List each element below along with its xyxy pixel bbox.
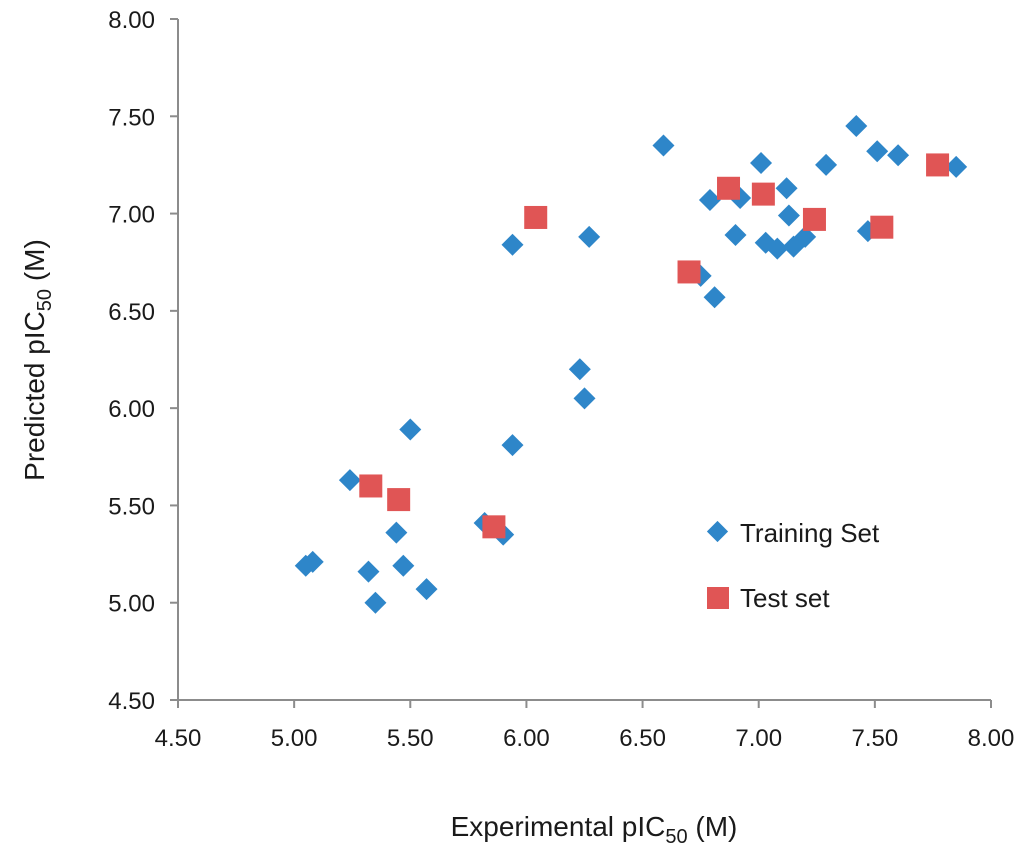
- point-training-set: [845, 115, 868, 138]
- point-training-set: [501, 233, 524, 256]
- point-test-set: [926, 153, 950, 177]
- x-axis-title-suffix: (M): [688, 811, 738, 842]
- y-axis-ticks: 4.50 5.00 5.50 6.00 6.50 7.00 7.50 8.00: [108, 7, 178, 715]
- y-tick-label: 6.50: [108, 299, 155, 326]
- point-training-set: [750, 151, 773, 174]
- x-axis-title-subscript: 50: [665, 826, 687, 848]
- point-training-set: [357, 560, 380, 583]
- y-axis-title: Predicted pIC50 (M): [19, 239, 56, 481]
- point-test-set: [870, 215, 894, 239]
- point-training-set: [775, 177, 798, 200]
- point-test-set: [387, 488, 411, 512]
- point-training-set: [945, 155, 968, 178]
- data-points: [294, 115, 968, 614]
- point-training-set: [815, 153, 838, 176]
- point-training-set: [766, 237, 789, 260]
- point-training-set: [364, 591, 387, 614]
- x-tick-label: 8.00: [968, 725, 1015, 752]
- legend-marker-training-set: [706, 520, 729, 543]
- legend-label-training-set: Training Set: [740, 518, 880, 548]
- point-test-set: [677, 260, 701, 284]
- legend: Training Set Test set: [706, 518, 880, 613]
- point-training-set: [399, 418, 422, 441]
- x-tick-label: 7.00: [735, 725, 782, 752]
- x-tick-label: 5.50: [387, 725, 434, 752]
- point-training-set: [777, 204, 800, 227]
- point-training-set: [385, 521, 408, 544]
- point-test-set: [751, 182, 775, 206]
- x-tick-label: 4.50: [155, 725, 202, 752]
- y-axis-title-suffix: (M): [19, 239, 50, 289]
- y-tick-label: 4.50: [108, 688, 155, 715]
- point-test-set: [717, 176, 741, 200]
- y-tick-label: 5.50: [108, 493, 155, 520]
- y-tick-label: 6.00: [108, 396, 155, 423]
- point-training-set: [415, 578, 438, 601]
- point-test-set: [524, 205, 548, 229]
- x-tick-label: 5.00: [271, 725, 318, 752]
- y-axis-title-prefix: Predicted pIC: [19, 311, 50, 481]
- point-training-set: [703, 286, 726, 309]
- point-training-set: [568, 358, 591, 381]
- point-training-set: [338, 469, 361, 492]
- point-training-set: [652, 134, 675, 157]
- x-tick-label: 6.50: [619, 725, 666, 752]
- y-axis-title-subscript: 50: [34, 289, 56, 311]
- point-test-set: [482, 515, 506, 539]
- point-training-set: [866, 140, 889, 163]
- point-test-set: [802, 207, 826, 231]
- point-training-set: [578, 225, 601, 248]
- point-training-set: [887, 144, 910, 167]
- point-training-set: [392, 554, 415, 577]
- x-axis-title-prefix: Experimental pIC: [451, 811, 666, 842]
- y-tick-label: 8.00: [108, 7, 155, 34]
- x-axis-title: Experimental pIC50 (M): [451, 811, 738, 848]
- y-tick-label: 5.00: [108, 591, 155, 618]
- legend-marker-test-set: [707, 587, 729, 609]
- point-training-set: [501, 434, 524, 457]
- point-training-set: [698, 188, 721, 211]
- point-test-set: [359, 474, 383, 498]
- legend-label-test-set: Test set: [740, 583, 830, 613]
- point-training-set: [573, 387, 596, 410]
- point-training-set: [794, 225, 817, 248]
- x-tick-label: 6.00: [503, 725, 550, 752]
- y-tick-label: 7.50: [108, 104, 155, 131]
- x-tick-label: 7.50: [851, 725, 898, 752]
- x-axis-ticks: 4.50 5.00 5.50 6.00 6.50 7.00 7.50 8.00: [155, 700, 1015, 752]
- y-tick-label: 7.00: [108, 202, 155, 229]
- point-training-set: [301, 550, 324, 573]
- point-training-set: [724, 223, 747, 246]
